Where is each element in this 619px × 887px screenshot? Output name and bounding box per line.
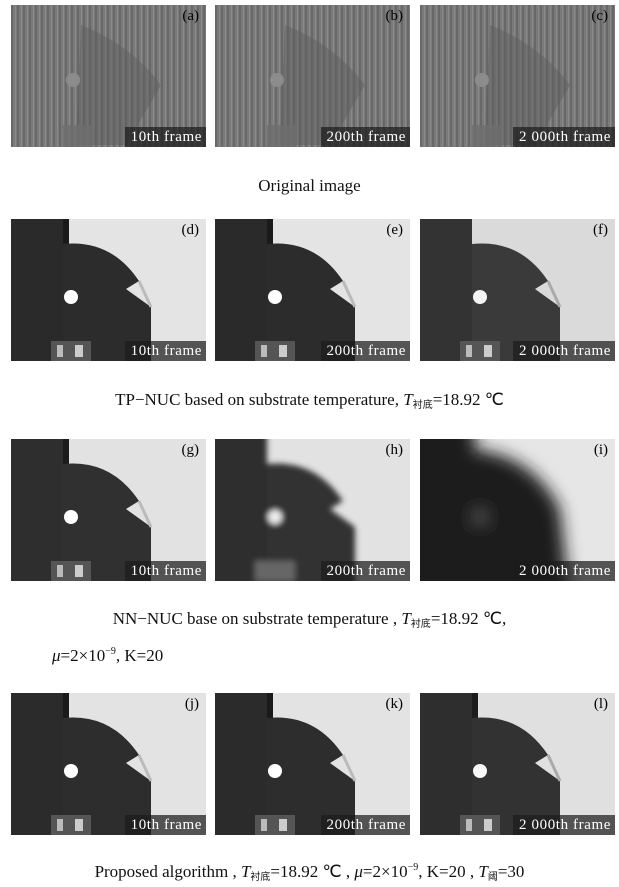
frame-label: 200th frame <box>320 561 410 581</box>
ir-image-i <box>420 439 615 581</box>
ir-image-l <box>420 693 615 835</box>
caption-T2: T <box>478 862 488 881</box>
row-proposed: (j) 10th frame (k) 200th frame <box>11 693 615 835</box>
ir-image-c <box>420 5 615 147</box>
caption-sub: 衬底 <box>412 400 433 411</box>
panel-letter: (b) <box>385 8 404 24</box>
frame-label: 200th frame <box>320 815 410 835</box>
panel-letter: (j) <box>184 696 199 712</box>
caption-text: Proposed algorithm , <box>94 862 237 881</box>
panel-letter: (f) <box>593 222 608 238</box>
panel-i: (i) 2 000th frame <box>420 439 615 581</box>
frame-label: 2 000th frame <box>513 127 615 147</box>
caption-K: , K=20 , <box>418 862 475 881</box>
caption-T: T <box>403 390 413 409</box>
caption-mu: μ <box>52 646 61 665</box>
ir-image-d <box>11 219 206 361</box>
frame-label: 200th frame <box>320 127 410 147</box>
caption-sub: 衬底 <box>250 872 271 883</box>
frame-label: 2 000th frame <box>513 815 615 835</box>
panel-k: (k) 200th frame <box>215 693 410 835</box>
panel-l: (l) 2 000th frame <box>420 693 615 835</box>
row-tp-nuc: (d) 10th frame (e) 200th frame <box>11 219 615 361</box>
caption-exp: −9 <box>105 646 116 657</box>
panel-letter: (g) <box>181 442 200 458</box>
caption-value: =18.92 ℃ , <box>270 862 351 881</box>
row-nn-nuc: (g) 10th frame (h) 200th frame (i) 2 000… <box>11 439 615 581</box>
panel-j: (j) 10th frame <box>11 693 206 835</box>
panel-e: (e) 200th frame <box>215 219 410 361</box>
caption-value: =18.92 ℃ <box>432 390 504 409</box>
caption-proposed: Proposed algorithm , T衬底=18.92 ℃ , μ=2×1… <box>0 862 619 883</box>
frame-label: 2 000th frame <box>513 561 615 581</box>
panel-c: (c) 2 000th frame <box>420 5 615 147</box>
caption-T: T <box>401 609 411 628</box>
panel-letter: (a) <box>182 8 199 24</box>
caption-sub2: 阈 <box>487 872 498 883</box>
caption-text: TP−NUC based on substrate temperature, <box>115 390 399 409</box>
panel-b: (b) 200th frame <box>215 5 410 147</box>
caption-eq: =2×10 <box>60 646 106 665</box>
row-original: (a) 10th frame (b) 200th frame (c) 2 000… <box>11 5 615 147</box>
panel-g: (g) 10th frame <box>11 439 206 581</box>
panel-h: (h) 200th frame <box>215 439 410 581</box>
caption-nn-nuc: NN−NUC base on substrate temperature , T… <box>0 609 619 630</box>
panel-f: (f) 2 000th frame <box>420 219 615 361</box>
ir-image-g <box>11 439 206 581</box>
ir-image-k <box>215 693 410 835</box>
caption-mu: μ <box>354 862 363 881</box>
caption-K: , K=20 <box>115 646 164 665</box>
ir-image-f <box>420 219 615 361</box>
frame-label: 10th frame <box>124 815 206 835</box>
caption-exp: −9 <box>407 862 419 873</box>
panel-letter: (c) <box>591 8 608 24</box>
ir-image-e <box>215 219 410 361</box>
caption-text: NN−NUC base on substrate temperature , <box>112 609 398 628</box>
caption-original: Original image <box>258 176 361 195</box>
ir-image-h <box>215 439 410 581</box>
panel-letter: (d) <box>181 222 200 238</box>
caption-nn-nuc-line2: μ=2×10−9, K=20 <box>52 646 163 666</box>
panel-letter: (e) <box>386 222 403 238</box>
panel-letter: (k) <box>385 696 404 712</box>
caption-sub: 衬底 <box>410 619 431 630</box>
frame-label: 2 000th frame <box>513 341 615 361</box>
ir-image-a <box>11 5 206 147</box>
ir-image-b <box>215 5 410 147</box>
frame-label: 10th frame <box>124 127 206 147</box>
caption-tp-nuc: TP−NUC based on substrate temperature, T… <box>0 390 619 411</box>
frame-label: 10th frame <box>124 561 206 581</box>
caption-T: T <box>240 862 251 881</box>
panel-a: (a) 10th frame <box>11 5 206 147</box>
panel-letter: (i) <box>593 442 608 458</box>
frame-label: 200th frame <box>320 341 410 361</box>
frame-label: 10th frame <box>124 341 206 361</box>
caption-value: =18.92 ℃, <box>430 609 507 628</box>
caption-value2: =30 <box>497 862 525 881</box>
panel-d: (d) 10th frame <box>11 219 206 361</box>
caption-eq: =2×10 <box>362 862 408 881</box>
panel-letter: (l) <box>593 696 608 712</box>
panel-letter: (h) <box>385 442 404 458</box>
ir-image-j <box>11 693 206 835</box>
